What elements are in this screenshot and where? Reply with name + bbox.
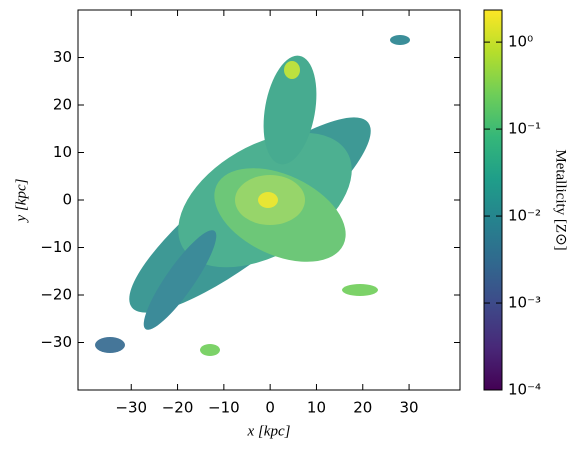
colorbar-tick-label: 10⁻⁴ bbox=[508, 381, 541, 399]
x-tick-label: −20 bbox=[162, 399, 194, 417]
colorbar-tick-label: 10⁻² bbox=[508, 207, 541, 225]
x-tick-label: −10 bbox=[208, 399, 240, 417]
x-tick-label: 20 bbox=[353, 399, 372, 417]
colorbar bbox=[483, 9, 503, 391]
y-tick-label: 0 bbox=[62, 191, 72, 209]
x-tick-label: 30 bbox=[400, 399, 419, 417]
y-tick-label: 20 bbox=[53, 96, 72, 114]
x-tick-label: 0 bbox=[265, 399, 275, 417]
metallicity-map bbox=[95, 35, 410, 356]
colorbar-tick-label: 10⁻¹ bbox=[508, 120, 541, 138]
x-tick-label: −30 bbox=[115, 399, 147, 417]
y-axis-label: y [kpc] bbox=[13, 178, 29, 223]
colorbar-tick-label: 10⁻³ bbox=[508, 294, 541, 312]
y-tick-label: −30 bbox=[40, 333, 72, 351]
y-tick-label: −20 bbox=[40, 286, 72, 304]
y-tick-label: −10 bbox=[40, 238, 72, 256]
colorbar-tick-label: 10⁰ bbox=[508, 33, 533, 51]
x-tick-label: 10 bbox=[307, 399, 326, 417]
y-tick-label: 10 bbox=[53, 143, 72, 161]
y-tick-label: 30 bbox=[53, 48, 72, 66]
x-axis-label: x [kpc] bbox=[247, 423, 291, 439]
colorbar-label: Metallicity [Z⊙] bbox=[553, 149, 569, 250]
